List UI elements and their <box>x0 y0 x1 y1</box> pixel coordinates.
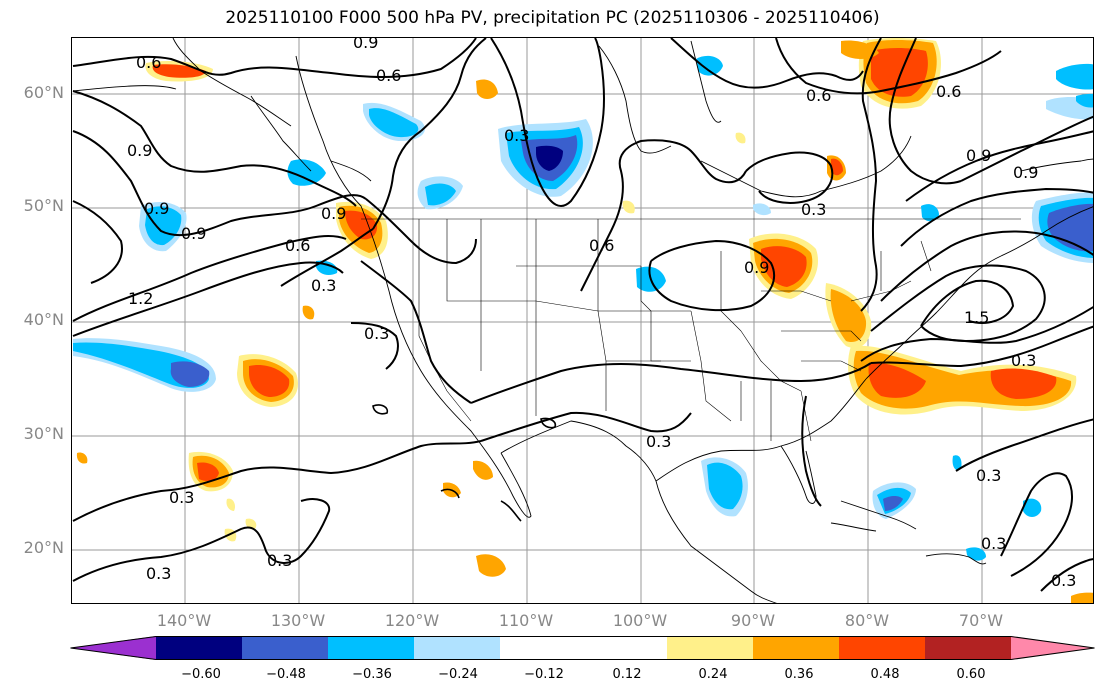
contour-label: 0.6 <box>806 86 831 105</box>
colorbar-segment <box>328 636 414 660</box>
contour-label: 0.9 <box>1013 163 1038 182</box>
colorbar-tick: 0.60 <box>956 667 986 682</box>
contour-label: 1.2 <box>128 289 153 308</box>
colorbar-segment <box>414 636 500 660</box>
contour-label: 0.3 <box>311 276 336 295</box>
contour-label: 0.3 <box>1011 351 1036 370</box>
colorbar-tick: −0.36 <box>352 667 392 682</box>
lon-label-100w: 100°W <box>612 611 668 630</box>
colorbar-segment <box>925 636 1011 660</box>
lat-label-50n: 50°N <box>23 196 64 215</box>
colorbar-tick: 0.48 <box>870 667 900 682</box>
contour-label: 0.3 <box>504 126 529 145</box>
colorbar-tick: −0.48 <box>266 667 306 682</box>
lat-label-20n: 20°N <box>23 538 64 557</box>
lon-label-80w: 80°W <box>844 611 890 630</box>
colorbar-tick: −0.24 <box>438 667 478 682</box>
coastlines <box>72 38 1093 603</box>
contour-label: 0.6 <box>936 82 961 101</box>
colorbar-segment <box>753 636 839 660</box>
colorbar-tick: −0.60 <box>181 667 221 682</box>
colorbar-segment <box>242 636 328 660</box>
colorbar-segment <box>839 636 925 660</box>
colorbar <box>70 636 1095 660</box>
colorbar-tick: 0.36 <box>784 667 814 682</box>
contour-label: 0.3 <box>981 534 1006 553</box>
colorbar-tick: −0.12 <box>524 667 564 682</box>
state-borders <box>361 218 1021 442</box>
precip-field <box>73 38 1093 603</box>
colorbar-extend-low <box>70 636 156 660</box>
contour-label: 0.6 <box>136 53 161 72</box>
contour-label: 0.3 <box>976 466 1001 485</box>
pv-contours <box>72 38 1093 592</box>
contour-label: 0.9 <box>144 199 169 218</box>
map-title: 2025110100 F000 500 hPa PV, precipitatio… <box>225 8 880 28</box>
colorbar-extend-high <box>1011 636 1095 660</box>
lon-label-120w: 120°W <box>384 611 440 630</box>
contour-label: 0.3 <box>267 551 292 570</box>
colorbar-segment <box>667 636 753 660</box>
contour-label: 0.3 <box>646 432 671 451</box>
graticule <box>72 38 1093 603</box>
lat-label-40n: 40°N <box>23 310 64 329</box>
contour-label: 0.9 <box>353 38 378 52</box>
contour-label: 0.9 <box>321 204 346 223</box>
contour-label: 0.9 <box>744 258 769 277</box>
pv-contours-thin <box>372 404 557 522</box>
contour-label-group: 0.6 0.9 0.6 0.6 0.3 0.6 0.9 0.9 0.9 0.9 … <box>127 38 1076 590</box>
lon-label-130w: 130°W <box>270 611 326 630</box>
colorbar-segment <box>500 636 667 660</box>
lon-label-110w: 110°W <box>498 611 554 630</box>
colorbar-tick: 0.24 <box>698 667 728 682</box>
map-panel: 0.6 0.9 0.6 0.6 0.3 0.6 0.9 0.9 0.9 0.9 … <box>71 37 1094 604</box>
lon-label-90w: 90°W <box>730 611 776 630</box>
contour-label: 0.9 <box>181 224 206 243</box>
contour-label: 0.3 <box>801 200 826 219</box>
colorbar-tick: 0.12 <box>612 667 642 682</box>
map-canvas: 0.6 0.9 0.6 0.6 0.3 0.6 0.9 0.9 0.9 0.9 … <box>72 38 1093 603</box>
contour-label: 0.3 <box>146 564 171 583</box>
contour-label: 0.9 <box>966 146 991 165</box>
colorbar-outline <box>70 636 1095 660</box>
contour-label: 0.6 <box>589 236 614 255</box>
lat-label-30n: 30°N <box>23 424 64 443</box>
contour-label: 1.5 <box>964 308 989 327</box>
contour-label: 0.9 <box>127 141 152 160</box>
contour-label: 0.3 <box>169 488 194 507</box>
contour-label: 0.6 <box>285 236 310 255</box>
lon-label-140w: 140°W <box>156 611 212 630</box>
contour-label: 0.6 <box>376 66 401 85</box>
lat-label-60n: 60°N <box>23 83 64 102</box>
lon-label-70w: 70°W <box>958 611 1004 630</box>
contour-label: 0.3 <box>1051 571 1076 590</box>
colorbar-segment <box>156 636 242 660</box>
contour-label: 0.3 <box>364 324 389 343</box>
